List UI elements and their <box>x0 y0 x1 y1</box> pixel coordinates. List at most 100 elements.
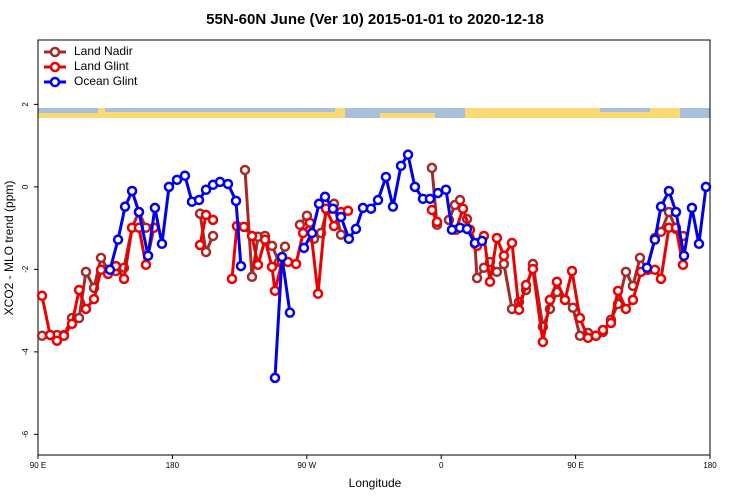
data-point <box>597 324 609 336</box>
data-point <box>246 271 258 283</box>
data-point <box>319 191 331 203</box>
data-point <box>387 201 399 212</box>
x-tick-label: 180 <box>166 461 180 470</box>
data-point <box>678 250 690 262</box>
data-point <box>171 174 183 186</box>
data-point <box>294 219 306 231</box>
map-water <box>38 108 98 113</box>
data-point <box>149 202 161 214</box>
data-point <box>476 235 488 247</box>
data-point <box>432 187 444 199</box>
data-point <box>179 170 191 181</box>
data-point <box>207 230 219 242</box>
x-tick-label: 180 <box>703 461 717 470</box>
data-point <box>284 307 296 318</box>
data-point <box>491 232 503 244</box>
y-axis-label: XCO2 - MLO trend (ppm) <box>2 181 16 316</box>
x-tick-label: 90 W <box>297 461 316 470</box>
data-point <box>200 246 212 258</box>
data-point <box>36 330 48 342</box>
data-point <box>73 284 85 296</box>
data-point <box>612 285 624 297</box>
data-point <box>620 303 632 315</box>
data-point <box>269 285 281 297</box>
data-point <box>80 303 92 315</box>
data-point <box>424 193 436 205</box>
map-water <box>680 108 710 118</box>
data-point <box>454 194 466 206</box>
data-point <box>327 203 339 214</box>
map-water <box>600 108 650 112</box>
data-point <box>66 318 78 330</box>
data-point <box>279 241 291 252</box>
chart-title: 55N-60N June (Ver 10) 2015-01-01 to 2020… <box>206 11 544 28</box>
x-tick-label: 90 E <box>567 461 583 470</box>
data-point <box>298 242 310 254</box>
data-point <box>551 276 563 287</box>
data-point <box>313 198 325 210</box>
data-point <box>126 185 138 197</box>
data-point <box>51 335 63 346</box>
data-point <box>235 260 247 272</box>
data-point <box>328 220 340 232</box>
data-point <box>200 209 212 221</box>
data-point <box>140 259 152 271</box>
data-point <box>230 195 242 207</box>
x-tick-label: 90 E <box>30 461 46 470</box>
data-point <box>239 164 251 176</box>
data-point <box>73 312 85 324</box>
data-point <box>252 259 264 271</box>
data-point <box>559 294 571 306</box>
data-point <box>44 329 56 341</box>
data-point <box>446 224 458 236</box>
data-point <box>335 229 347 240</box>
y-tick-label: -6 <box>21 430 30 438</box>
data-point <box>693 238 705 250</box>
data-point <box>461 223 473 235</box>
data-point <box>194 239 206 251</box>
data-point <box>574 330 586 342</box>
data-point <box>119 201 131 212</box>
data-point <box>246 230 258 242</box>
data-point <box>372 194 384 206</box>
data-point <box>266 261 278 273</box>
data-point <box>527 263 539 275</box>
data-point <box>520 279 532 291</box>
data-point <box>297 227 309 239</box>
data-point <box>649 234 661 245</box>
data-point <box>342 205 354 217</box>
data-point <box>269 372 281 384</box>
data-point <box>238 221 250 233</box>
data-point <box>156 238 168 250</box>
data-point <box>306 227 318 239</box>
data-point <box>634 252 646 264</box>
data-point <box>431 216 443 228</box>
data-point <box>365 203 377 214</box>
data-point <box>395 160 407 172</box>
data-point <box>222 178 234 190</box>
data-point <box>118 273 130 285</box>
data-point <box>627 294 639 306</box>
y-tick-label: 0 <box>21 184 30 189</box>
series <box>104 149 712 384</box>
y-tick-label: -2 <box>21 265 30 273</box>
data-point <box>620 266 632 278</box>
data-point <box>335 211 347 223</box>
data-point <box>544 294 556 306</box>
data-point <box>350 223 362 235</box>
data-point <box>506 237 518 249</box>
legend-label: Land Nadir <box>74 44 133 58</box>
data-point <box>226 273 238 285</box>
data-point <box>95 252 107 264</box>
data-point <box>200 184 212 195</box>
data-point <box>498 258 510 270</box>
data-point <box>491 266 503 278</box>
data-point <box>513 304 525 316</box>
data-point <box>663 185 675 197</box>
map-water <box>105 108 335 112</box>
data-point <box>142 250 154 262</box>
data-point <box>567 302 579 313</box>
data-point <box>112 234 124 245</box>
data-point <box>677 259 689 271</box>
